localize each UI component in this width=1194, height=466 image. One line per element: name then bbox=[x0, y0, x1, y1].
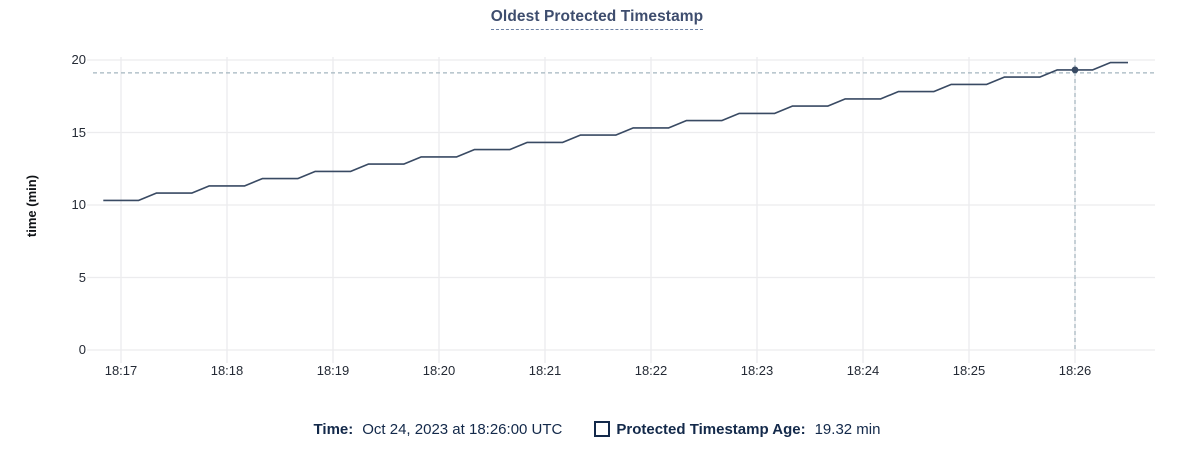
x-tick-label: 18:26 bbox=[1058, 363, 1092, 378]
series-toggle-checkbox[interactable] bbox=[594, 421, 611, 437]
y-tick-label: 15 bbox=[71, 124, 86, 140]
x-tick-label: 18:21 bbox=[528, 363, 562, 378]
series-line bbox=[103, 61, 1128, 202]
x-tick-label: 18:18 bbox=[210, 363, 244, 378]
x-tick-label: 18:22 bbox=[634, 363, 668, 378]
x-tick-label: 18:25 bbox=[952, 363, 986, 378]
x-tick-label: 18:17 bbox=[104, 363, 138, 378]
x-tick-label: 18:24 bbox=[846, 363, 880, 378]
legend-series-value: 19.32 min bbox=[814, 420, 881, 438]
chart-legend: Time: Oct 24, 2023 at 18:26:00 UTC Prote… bbox=[0, 414, 1194, 444]
legend-time-value: Oct 24, 2023 at 18:26:00 UTC bbox=[362, 420, 563, 438]
x-tick-label: 18:20 bbox=[422, 363, 456, 378]
y-tick-label: 0 bbox=[78, 342, 86, 357]
line-chart-plot[interactable] bbox=[0, 0, 1194, 410]
legend-time-label: Time: bbox=[313, 420, 354, 438]
y-tick-label: 10 bbox=[71, 197, 86, 212]
x-tick-label: 18:19 bbox=[316, 363, 350, 378]
y-tick-label: 20 bbox=[71, 52, 86, 67]
chart-title[interactable]: Oldest Protected Timestamp bbox=[490, 8, 704, 30]
hover-point-dot bbox=[1071, 66, 1079, 74]
y-tick-label: 5 bbox=[78, 269, 86, 285]
chart-title-row: Oldest Protected Timestamp bbox=[0, 8, 1194, 30]
x-tick-label: 18:23 bbox=[740, 363, 774, 378]
legend-series-label[interactable]: Protected Timestamp Age: bbox=[616, 420, 806, 438]
